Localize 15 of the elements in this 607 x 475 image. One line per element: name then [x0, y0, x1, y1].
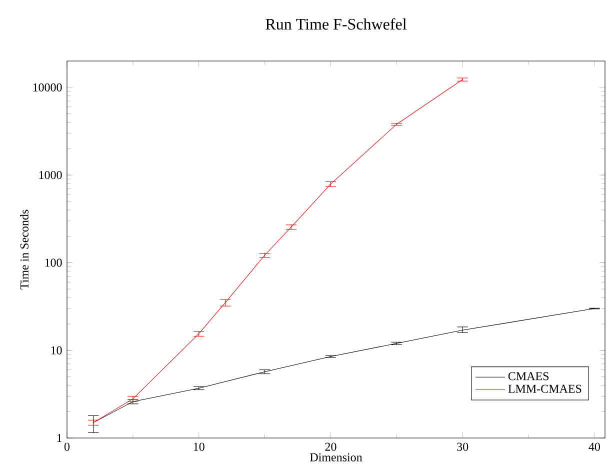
legend-label: CMAES: [508, 372, 549, 380]
y-axis-title: Time in Seconds: [20, 210, 28, 290]
y-tick-label: 1000: [39, 170, 62, 180]
x-axis-title: Dimension: [310, 453, 362, 462]
chart-title: Run Time F-Schwefel: [266, 18, 406, 30]
y-tick-label: 1: [57, 434, 62, 442]
x-tick-label: 0: [64, 442, 70, 451]
y-tick-label: 10: [51, 346, 62, 354]
legend-label: LMM-CMAES: [508, 384, 582, 393]
x-tick-label: 20: [325, 442, 336, 451]
y-tick-label: 100: [45, 258, 62, 267]
y-tick-label: 10000: [33, 83, 62, 92]
x-tick-label: 40: [588, 442, 600, 451]
x-tick-label: 10: [194, 442, 204, 451]
x-tick-label: 30: [457, 442, 468, 451]
